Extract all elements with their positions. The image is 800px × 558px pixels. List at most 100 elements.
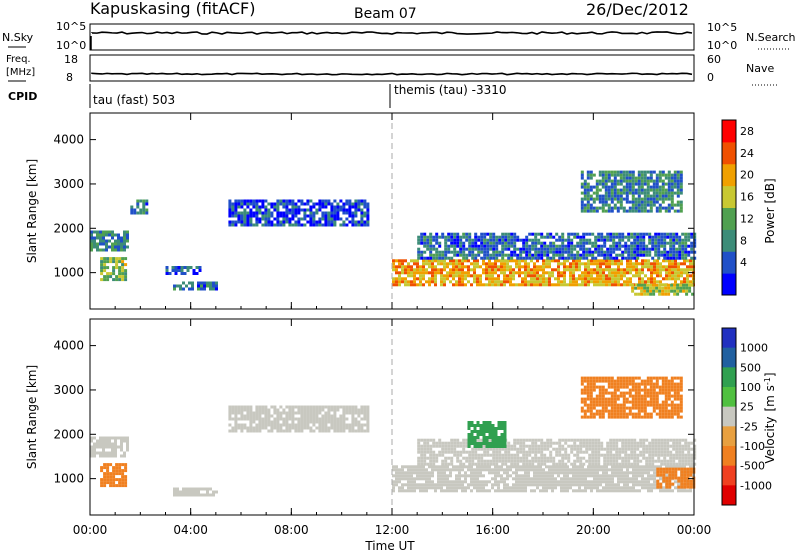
heatmap-cell [435,254,438,257]
heatmap-cell [474,254,477,257]
heatmap-cell [531,248,534,251]
heatmap-cell [485,265,488,268]
heatmap-cell [657,451,660,454]
heatmap-cell [668,174,671,177]
heatmap-cell [638,186,641,189]
heatmap-cell [482,483,485,486]
heatmap-cell [417,239,420,242]
heatmap-cell [246,406,249,409]
heatmap-cell [479,486,482,489]
heatmap-cell [668,477,671,480]
heatmap-cell [504,239,507,242]
heatmap-cell [429,445,432,448]
heatmap-cell [474,448,477,451]
heatmap-cell [521,468,524,471]
heatmap-cell [492,251,495,254]
heatmap-cell [197,288,200,291]
heatmap-cell [672,457,675,460]
heatmap-cell [536,259,539,262]
heatmap-cell [626,465,629,468]
heatmap-cell [599,201,602,204]
heatmap-cell [416,477,419,480]
heatmap-cell [476,483,479,486]
heatmap-cell [530,274,533,277]
heatmap-cell [285,200,288,203]
heatmap-cell [395,280,398,283]
heatmap-cell [124,278,127,281]
heatmap-cell [641,180,644,183]
heatmap-cell [471,421,474,424]
heatmap-cell [528,254,531,257]
heatmap-cell [431,474,434,477]
heatmap-cell [656,177,659,180]
heatmap-cell [632,262,635,265]
heatmap-cell [588,254,591,257]
heatmap-cell [664,284,667,287]
heatmap-cell [452,480,455,483]
heatmap-cell [542,489,545,492]
heatmap-cell [118,484,121,487]
heatmap-cell [416,474,419,477]
heatmap-cell [584,380,587,383]
heatmap-cell [659,389,662,392]
heatmap-cell [288,224,291,227]
heatmap-cell [106,481,109,484]
heatmap-cell [450,439,453,442]
heatmap-cell [519,439,522,442]
heatmap-cell [689,262,692,265]
heatmap-cell [539,268,542,271]
heatmap-cell [596,198,599,201]
heatmap-cell [657,254,660,257]
heatmap-cell [498,442,501,445]
heatmap-cell [659,413,662,416]
heatmap-cell [621,463,624,466]
heatmap-cell [521,474,524,477]
heatmap-cell [461,277,464,280]
heatmap-cell [653,192,656,195]
heatmap-cell [126,231,129,234]
heatmap-cell [432,442,435,445]
heatmap-cell [579,245,582,248]
heatmap-cell [650,207,653,210]
heatmap-cell [431,274,434,277]
heatmap-cell [489,424,492,427]
heatmap-cell [605,268,608,271]
heatmap-cell [690,233,693,236]
heatmap-cell [507,257,510,260]
heatmap-cell [530,277,533,280]
heatmap-cell [401,489,404,492]
heatmap-cell [190,266,193,269]
heatmap-cell [666,242,669,245]
heatmap-cell [576,236,579,239]
heatmap-cell [410,280,413,283]
heatmap-cell [609,248,612,251]
heatmap-cell [494,271,497,274]
heatmap-cell [491,471,494,474]
heatmap-cell [546,442,549,445]
heatmap-cell [660,460,663,463]
heatmap-cell [624,242,627,245]
heatmap-cell [638,207,641,210]
heatmap-cell [464,271,467,274]
heatmap-cell [181,269,184,272]
heatmap-cell [617,183,620,186]
heatmap-cell [483,424,486,427]
heatmap-cell [455,259,458,262]
heatmap-cell [618,242,621,245]
heatmap-cell [581,389,584,392]
heatmap-cell [647,180,650,183]
heatmap-cell [330,212,333,215]
heatmap-cell [581,274,584,277]
heatmap-cell [651,442,654,445]
heatmap-cell [234,430,237,433]
heatmap-cell [489,236,492,239]
heatmap-cell [522,454,525,457]
heatmap-cell [102,443,105,446]
heatmap-cell [438,454,441,457]
heatmap-cell [635,207,638,210]
heatmap-cell [246,430,249,433]
heatmap-cell [546,236,549,239]
heatmap-cell [587,483,590,486]
heatmap-cell [482,474,485,477]
heatmap-cell [410,259,413,262]
